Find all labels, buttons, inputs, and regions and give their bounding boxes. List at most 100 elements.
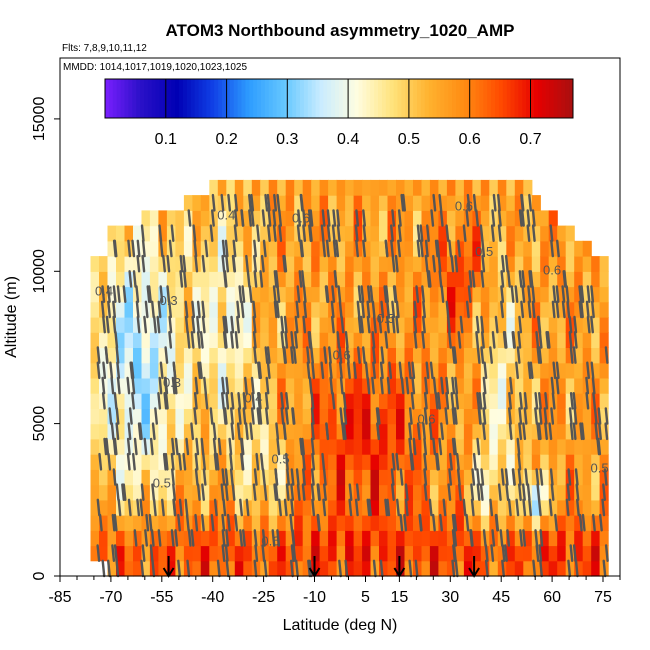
contour-segment [131, 452, 136, 471]
heatmap-cell [591, 560, 601, 577]
heatmap-cell [90, 408, 100, 425]
contour-segment [476, 392, 481, 410]
heatmap-cell [557, 301, 567, 318]
colorbar-swatch [167, 79, 172, 118]
heatmap-cell [463, 484, 473, 501]
contour-segment [220, 483, 225, 501]
contour-segment [310, 437, 315, 456]
heatmap-cell [268, 545, 278, 562]
heatmap-cell [540, 499, 550, 516]
contour-segment [400, 193, 405, 212]
contour-segment [230, 392, 235, 410]
heatmap-cell [463, 362, 473, 379]
heatmap-cell [175, 377, 185, 394]
contour-segment [331, 285, 336, 303]
heatmap-cell [234, 469, 244, 486]
heatmap-cell [277, 210, 287, 227]
heatmap-cell [413, 438, 423, 455]
contour-segment [379, 376, 384, 395]
contour-segment [331, 315, 335, 334]
colorbar-swatch [362, 79, 367, 118]
heatmap-cell [175, 469, 185, 486]
heatmap-cell [285, 484, 295, 501]
heatmap-cell [166, 423, 176, 440]
heatmap-cell [523, 301, 533, 318]
heatmap-cell [260, 195, 270, 211]
heatmap-cell [209, 256, 219, 272]
heatmap-cell [158, 408, 168, 425]
contour-segment [225, 559, 230, 578]
contour-segment [538, 392, 542, 410]
heatmap-cell [149, 530, 159, 547]
heatmap-cell [387, 393, 397, 409]
contour-segment [497, 209, 502, 227]
heatmap-cell [116, 332, 126, 348]
contour-segment [225, 376, 230, 395]
contour-segment [338, 300, 343, 319]
contour-segment [168, 331, 173, 349]
heatmap-cell [387, 179, 397, 196]
heatmap-cell [396, 484, 406, 501]
heatmap-cell [319, 438, 329, 455]
contour-segment [261, 529, 266, 547]
heatmap-cell [183, 423, 193, 440]
heatmap-cell [387, 408, 397, 425]
heatmap-cell [523, 332, 533, 348]
heatmap-cell [413, 545, 423, 562]
heatmap-cell [574, 393, 584, 409]
heatmap-cell [531, 499, 541, 516]
contour-segment [252, 315, 257, 334]
contour-segment [345, 346, 350, 364]
contour-segment [475, 209, 479, 227]
contour-segment [121, 483, 126, 501]
heatmap-cell [557, 469, 567, 486]
contour-segment [272, 224, 277, 243]
colorbar-swatch [190, 79, 196, 118]
contour-segment [534, 407, 538, 425]
contour-segment [445, 224, 450, 243]
heatmap-cell [319, 195, 329, 211]
heatmap-cell [591, 469, 601, 486]
contour-segment [164, 452, 169, 471]
heatmap-cell [175, 423, 185, 440]
contour-segment [126, 437, 131, 456]
heatmap-cell [124, 393, 134, 409]
heatmap-cell [116, 484, 126, 501]
heatmap-cell [328, 332, 338, 348]
heatmap-cell [480, 271, 490, 288]
contour-segment [210, 209, 215, 227]
heatmap-cell [243, 286, 253, 303]
heatmap-cell [319, 560, 329, 577]
heatmap-cell [243, 393, 253, 409]
contour-segment [344, 331, 349, 349]
heatmap-cell [429, 530, 439, 547]
heatmap-cell [523, 195, 533, 211]
contour-segment [230, 315, 235, 334]
contour-segment [229, 468, 234, 486]
heatmap-cell [582, 499, 592, 516]
heatmap-cell [463, 256, 473, 272]
colorbar-swatch [378, 79, 383, 118]
heatmap-cell [540, 240, 550, 257]
heatmap-cell [294, 515, 304, 531]
contour-segment [354, 224, 359, 243]
contour-segment [252, 483, 257, 501]
heatmap-cell [557, 408, 567, 425]
contour-segment [102, 315, 107, 334]
heatmap-cell [480, 286, 490, 303]
heatmap-cell [311, 179, 321, 196]
contour-segment [336, 224, 341, 243]
contour-segment [481, 239, 486, 258]
contour-segment [418, 513, 423, 532]
contour-segment [264, 193, 269, 212]
heatmap-cell [158, 515, 168, 531]
contour-segment [152, 498, 157, 517]
contour-segment [508, 392, 512, 410]
contour-segment [339, 376, 344, 395]
heatmap-cell [565, 484, 575, 501]
contour-segment [373, 315, 377, 334]
colorbar-swatch [428, 79, 434, 118]
heatmap-cell [277, 499, 287, 516]
heatmap-cell [531, 347, 541, 364]
